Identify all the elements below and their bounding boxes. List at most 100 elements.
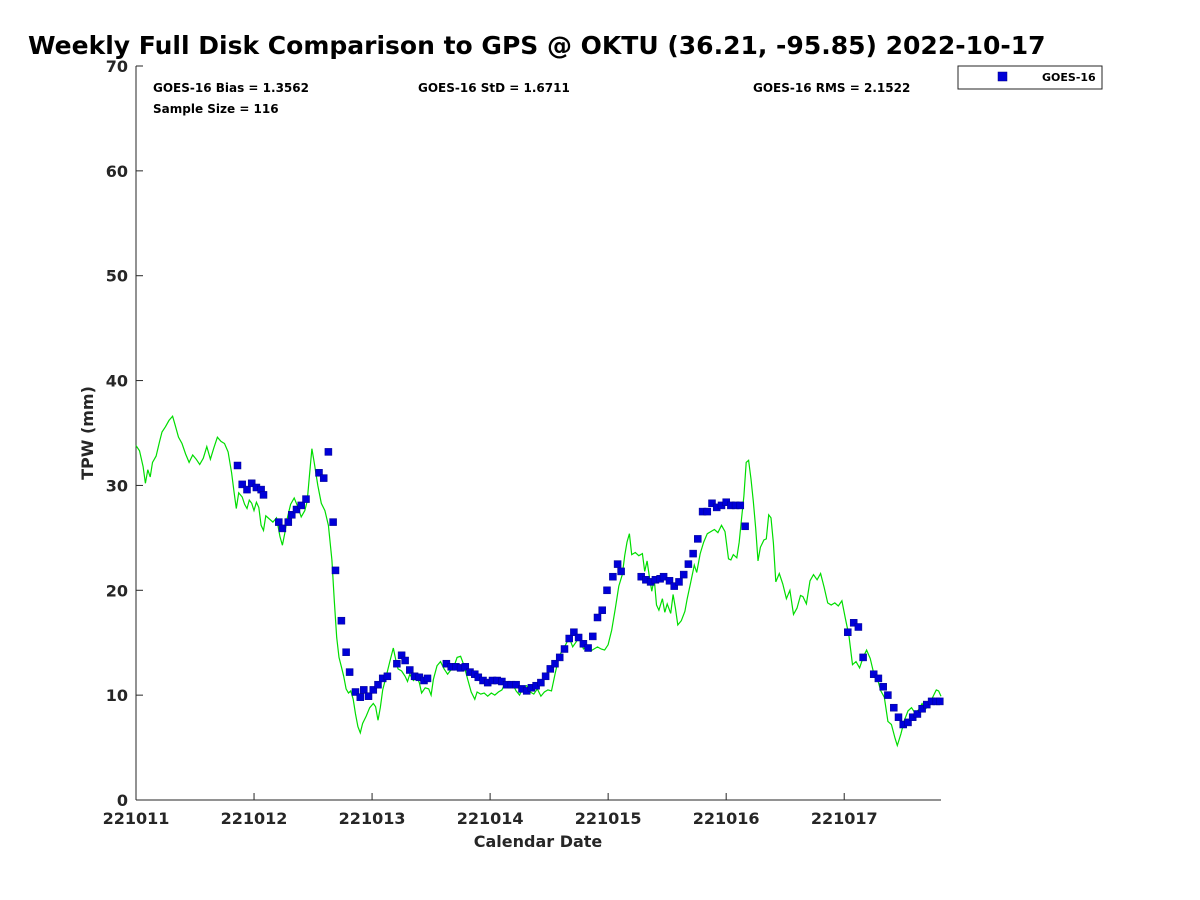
goes16-data-point bbox=[584, 644, 592, 652]
y-tick-label: 0 bbox=[117, 791, 128, 810]
goes16-data-point bbox=[570, 628, 578, 636]
goes16-data-point bbox=[374, 680, 382, 689]
goes16-data-point bbox=[890, 703, 898, 712]
goes16-data-point bbox=[238, 480, 246, 489]
goes16-data-point bbox=[342, 648, 350, 656]
legend-marker bbox=[997, 71, 1008, 82]
goes16-data-point bbox=[551, 659, 559, 668]
goes16-data-point bbox=[512, 680, 520, 689]
goes16-data-point bbox=[541, 672, 550, 681]
goes16-data-point bbox=[609, 572, 617, 581]
legend-label: GOES-16 bbox=[1042, 71, 1096, 84]
goes16-data-point bbox=[918, 705, 926, 713]
goes16-data-point bbox=[233, 461, 242, 470]
goes16-data-point bbox=[675, 578, 683, 586]
x-tick-label: 221011 bbox=[103, 809, 170, 828]
goes16-data-point bbox=[537, 678, 545, 687]
goes16-data-point bbox=[844, 628, 852, 636]
goes16-data-point bbox=[703, 507, 712, 516]
goes16-data-point bbox=[423, 674, 432, 683]
goes16-data-point bbox=[741, 522, 749, 531]
x-tick-label: 221015 bbox=[575, 809, 642, 828]
goes16-data-point bbox=[329, 518, 337, 526]
goes16-data-point bbox=[589, 632, 597, 641]
goes16-data-point bbox=[574, 633, 583, 642]
y-axis-label: TPW (mm) bbox=[78, 386, 97, 480]
goes16-data-point bbox=[360, 686, 368, 694]
goes16-data-point bbox=[904, 718, 912, 727]
goes16-data-point bbox=[315, 469, 323, 477]
x-tick-label: 221012 bbox=[221, 809, 288, 828]
goes16-data-point bbox=[659, 572, 668, 581]
y-tick-label: 60 bbox=[106, 162, 128, 181]
goes16-data-point bbox=[555, 653, 564, 662]
goes16-data-point bbox=[936, 697, 944, 706]
sample-size-stat: Sample Size = 116 bbox=[153, 102, 279, 116]
goes16-data-point bbox=[579, 640, 588, 648]
goes16-data-point bbox=[670, 582, 678, 590]
gps-series-line bbox=[135, 414, 942, 748]
goes16-data-point bbox=[351, 688, 360, 696]
goes16-data-point bbox=[884, 691, 892, 699]
goes16-data-point bbox=[879, 683, 887, 691]
goes16-data-point bbox=[337, 616, 346, 625]
goes16-data-point bbox=[302, 495, 310, 503]
goes16-data-point bbox=[364, 692, 373, 700]
y-tick-label: 10 bbox=[106, 686, 128, 705]
goes16-data-point bbox=[593, 613, 602, 622]
goes16-data-point bbox=[288, 511, 296, 519]
y-tick-label: 50 bbox=[106, 267, 128, 286]
goes16-data-point bbox=[859, 653, 867, 662]
goes16-data-point bbox=[356, 693, 365, 701]
std-stat: GOES-16 StD = 1.6711 bbox=[418, 81, 570, 95]
legend-box bbox=[957, 65, 1103, 90]
y-tick-label: 70 bbox=[106, 57, 128, 76]
goes16-data-point bbox=[708, 499, 716, 508]
goes16-data-point bbox=[684, 560, 693, 568]
goes16-data-point bbox=[560, 645, 569, 653]
x-axis-label: Calendar Date bbox=[474, 832, 603, 851]
goes16-data-point bbox=[331, 566, 340, 575]
goes16-data-point bbox=[874, 674, 883, 683]
goes16-data-point bbox=[603, 586, 611, 595]
goes16-data-point bbox=[546, 665, 555, 673]
goes16-data-point bbox=[284, 518, 293, 526]
gps-tpw-line bbox=[135, 414, 942, 748]
y-tick-label: 30 bbox=[106, 476, 128, 495]
legend: GOES-16 bbox=[957, 65, 1103, 90]
goes16-data-point bbox=[869, 670, 878, 678]
goes16-data-point bbox=[736, 501, 745, 510]
goes16-data-point bbox=[849, 619, 858, 627]
goes16-data-point bbox=[401, 656, 409, 665]
goes16-data-point bbox=[369, 686, 378, 694]
goes16-data-point bbox=[854, 623, 863, 631]
goes16-data-point bbox=[247, 479, 256, 488]
x-tick-label: 221016 bbox=[693, 809, 760, 828]
goes16-data-point bbox=[598, 606, 606, 614]
goes16-data-point bbox=[617, 567, 625, 576]
goes16-data-point bbox=[894, 713, 903, 721]
goes16-data-point bbox=[345, 668, 354, 676]
goes16-data-point bbox=[913, 710, 922, 718]
x-tick-label: 221014 bbox=[457, 809, 524, 828]
goes16-data-point bbox=[679, 570, 688, 579]
goes16-data-point bbox=[278, 524, 287, 533]
goes16-data-point bbox=[694, 535, 702, 543]
rms-stat: GOES-16 RMS = 2.1522 bbox=[753, 81, 910, 95]
goes16-data-point bbox=[275, 518, 283, 526]
x-tick-label: 221013 bbox=[339, 809, 406, 828]
x-tick-label: 221017 bbox=[811, 809, 878, 828]
goes16-data-point bbox=[319, 474, 328, 482]
goes16-data-point bbox=[259, 491, 268, 499]
goes16-data-point bbox=[383, 672, 392, 681]
goes16-series-points bbox=[233, 448, 944, 729]
goes16-data-point bbox=[393, 659, 401, 668]
goes16-data-point bbox=[297, 501, 305, 510]
bias-stat: GOES-16 Bias = 1.3562 bbox=[153, 81, 309, 95]
goes16-data-point bbox=[406, 666, 414, 674]
goes16-data-point bbox=[565, 634, 573, 643]
goes16-data-point bbox=[665, 577, 674, 585]
goes16-data-point bbox=[324, 448, 333, 456]
goes16-data-point bbox=[461, 663, 470, 671]
